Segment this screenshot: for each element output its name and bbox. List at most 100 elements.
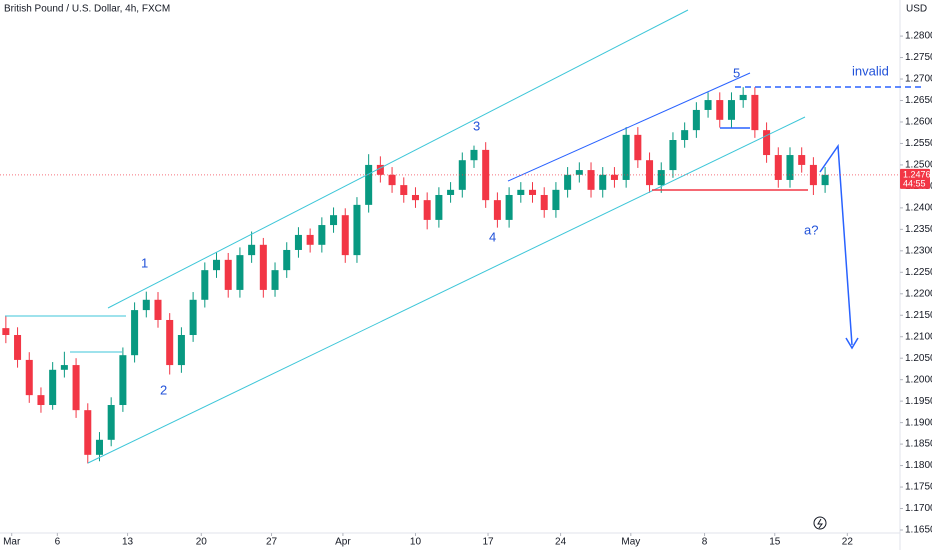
- candle-body: [72, 365, 80, 411]
- candle-body: [353, 204, 361, 256]
- candle-body: [599, 174, 607, 190]
- candle-body: [259, 244, 267, 290]
- candle-body: [470, 149, 478, 161]
- candle-body: [236, 255, 244, 290]
- x-tick-label: 17: [482, 537, 494, 548]
- candle-body: [411, 194, 419, 201]
- wave-line: [507, 72, 751, 182]
- y-tick-label: 1.17000: [905, 503, 932, 514]
- y-tick-label: 1.28000: [905, 31, 932, 42]
- candle-body: [774, 155, 782, 180]
- wave-label: 3: [473, 118, 480, 133]
- candle-body: [294, 234, 302, 250]
- x-tick-label: 8: [702, 537, 708, 548]
- y-tick-label: 1.27000: [905, 74, 932, 85]
- last-price-label: 1.24767: [903, 169, 932, 179]
- wave-label: 5: [733, 65, 740, 80]
- candle-body: [657, 170, 665, 186]
- candle-body: [341, 215, 349, 256]
- candle-body: [552, 189, 560, 211]
- candle-body: [610, 174, 618, 180]
- candle-body: [330, 215, 338, 226]
- candle-body: [107, 405, 115, 440]
- candle-body: [189, 299, 197, 336]
- candle-body: [517, 189, 525, 195]
- candle-body: [540, 194, 548, 211]
- candle-body: [388, 174, 396, 186]
- candle-body: [60, 365, 68, 370]
- x-tick-label: 20: [196, 537, 208, 548]
- candle-body: [505, 194, 513, 220]
- candle-body: [318, 225, 326, 245]
- candle-body: [283, 249, 291, 271]
- chart-title: British Pound / U.S. Dollar, 4h, FXCM: [4, 4, 170, 15]
- x-tick-label: 10: [410, 537, 422, 548]
- candle-body: [306, 234, 314, 245]
- candle-body: [201, 270, 209, 300]
- invalid-label: invalid: [852, 63, 889, 78]
- candle-body: [2, 328, 10, 336]
- candle-body: [798, 155, 806, 165]
- y-tick-label: 1.20500: [905, 353, 932, 364]
- candle-body: [821, 174, 829, 186]
- candle-body: [376, 164, 384, 175]
- candle-body: [622, 134, 630, 180]
- candle-body: [435, 194, 443, 220]
- y-tick-label: 1.21000: [905, 331, 932, 342]
- candle-body: [224, 259, 232, 290]
- candle-body: [447, 189, 455, 195]
- x-tick-label: May: [621, 537, 640, 548]
- y-axis-label: USD: [906, 4, 927, 15]
- arrow-head: [845, 337, 859, 350]
- y-tick-label: 1.19000: [905, 417, 932, 428]
- y-tick-label: 1.25500: [905, 138, 932, 149]
- candle-body: [704, 100, 712, 110]
- candle-body: [166, 319, 174, 366]
- candle-body: [119, 355, 127, 406]
- candle-body: [763, 130, 771, 156]
- y-tick-label: 1.22500: [905, 267, 932, 278]
- candle-body: [716, 100, 724, 120]
- y-tick-label: 1.19500: [905, 396, 932, 407]
- y-tick-label: 1.20000: [905, 374, 932, 385]
- x-tick-label: 15: [769, 537, 781, 548]
- wave-label: 1: [141, 255, 148, 270]
- candle-body: [400, 185, 408, 195]
- replay-icon[interactable]: [813, 516, 827, 530]
- candle-body: [493, 200, 501, 220]
- candle-body: [248, 244, 256, 256]
- y-tick-label: 1.18000: [905, 460, 932, 471]
- projection: [819, 143, 853, 346]
- x-tick-label: 27: [266, 537, 278, 548]
- last-price-badge: [900, 168, 930, 189]
- y-tick-label: 1.24000: [905, 203, 932, 214]
- candle-body: [37, 395, 45, 406]
- candle-body: [142, 299, 150, 311]
- candle-body: [739, 94, 747, 101]
- candle-body: [692, 109, 700, 131]
- candle-body: [365, 164, 373, 205]
- x-tick-label: Apr: [335, 537, 351, 548]
- y-tick-label: 1.16500: [905, 525, 932, 536]
- candle-body: [84, 410, 92, 455]
- candle-body: [669, 140, 677, 171]
- x-tick-label: 22: [842, 537, 854, 548]
- candle-body: [213, 259, 221, 271]
- candle-body: [564, 174, 572, 190]
- y-tick-label: 1.23000: [905, 245, 932, 256]
- candle-body: [587, 170, 595, 190]
- candle-body: [681, 130, 689, 141]
- candles: [2, 87, 829, 464]
- candle-body: [727, 100, 735, 120]
- y-tick-label: 1.18500: [905, 439, 932, 450]
- candle-body: [423, 200, 431, 220]
- candle-body: [751, 94, 759, 131]
- wave-label: 2: [160, 382, 167, 397]
- y-tick-label: 1.17500: [905, 482, 932, 493]
- x-tick-label: 6: [55, 537, 61, 548]
- candle-body: [131, 310, 139, 356]
- candle-body: [177, 335, 185, 366]
- candle-body: [25, 359, 33, 396]
- candle-body: [14, 335, 22, 360]
